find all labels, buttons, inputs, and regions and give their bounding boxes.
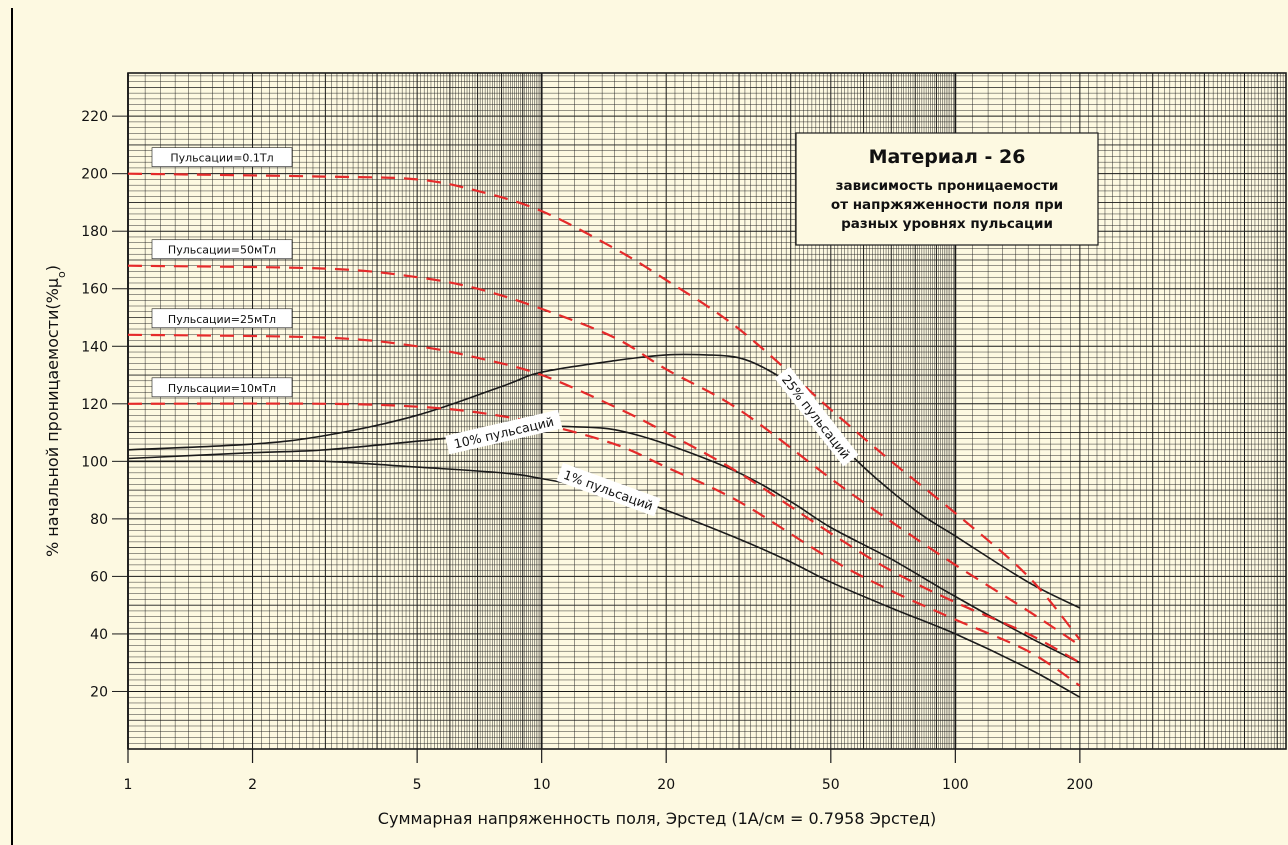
y-tick-label: 220 (81, 109, 108, 125)
series-7-dashed-line (127, 402, 1081, 687)
y-tick-label: 120 (81, 397, 108, 413)
y-axis-title: % начальной проницаемости(%μo) (43, 265, 68, 557)
x-tick-label: 1 (124, 777, 133, 793)
info-box-line: от напржяженности поля при (831, 197, 1063, 213)
y-tick-label: 140 (81, 339, 108, 355)
ripple-label-box (151, 147, 293, 167)
y-tick-label: 60 (90, 569, 108, 585)
x-tick-label: 10 (533, 777, 551, 793)
ripple-label: Пульсации=25мТл (168, 313, 276, 326)
y-tick-label: 160 (81, 282, 108, 298)
series-4-dashed-line (127, 172, 1081, 641)
series-6-dashed-line (127, 333, 1081, 664)
x-tick-label: 200 (1066, 777, 1093, 793)
series-1-solid-line (127, 353, 1081, 609)
plot-frame (127, 72, 1287, 750)
ripple-label: Пульсации=0.1Тл (170, 152, 273, 165)
series-5-dashed-line (127, 264, 1081, 647)
ripple-label: Пульсации=50мТл (168, 244, 276, 257)
ripple-label-box (151, 308, 293, 329)
y-tick-label: 80 (90, 512, 108, 528)
x-tick-label: 50 (822, 777, 840, 793)
x-tick-label: 20 (657, 777, 675, 793)
info-box-line: зависимость проницаемости (836, 178, 1059, 194)
x-axis-title: Суммарная напряженность поля, Эрстед (1А… (378, 809, 936, 828)
y-tick-label: 200 (81, 167, 108, 183)
info-box-title: Материал - 26 (869, 146, 1026, 168)
ripple-label-box (151, 239, 293, 260)
y-tick-label: 40 (90, 627, 108, 643)
info-box (795, 132, 1099, 246)
curve-label-box (445, 409, 563, 455)
y-tick-label: 20 (90, 684, 108, 700)
y-tick-label: 100 (81, 454, 108, 470)
ripple-label-box (151, 377, 293, 398)
curve-label-box (774, 366, 859, 467)
plot-area (128, 73, 1286, 749)
curve-label-box (556, 462, 661, 517)
x-tick-label: 100 (942, 777, 969, 793)
x-tick-label: 2 (248, 777, 257, 793)
series-2-solid-line (127, 425, 1081, 664)
left-border-line (11, 8, 13, 845)
x-tick-label: 5 (413, 777, 422, 793)
info-box-line: разных уровнях пульсации (841, 216, 1053, 232)
y-tick-label: 180 (81, 224, 108, 240)
ripple-label: Пульсации=10мТл (168, 382, 276, 395)
